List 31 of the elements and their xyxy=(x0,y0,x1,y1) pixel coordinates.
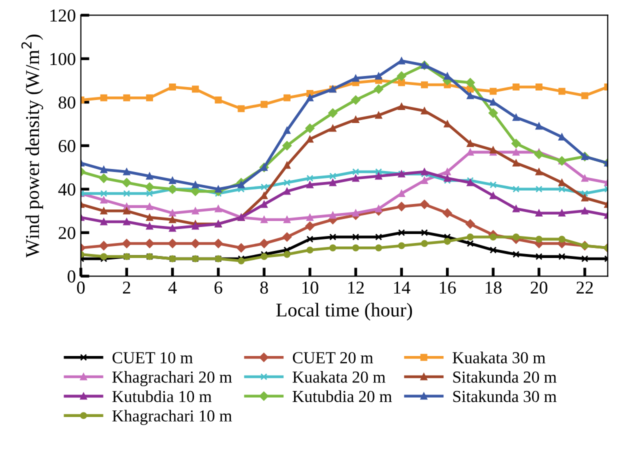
legend-label: Kutubdia 10 m xyxy=(112,390,212,402)
x-tick-label: 2 xyxy=(122,282,130,294)
legend-label: Khagrachari 20 m xyxy=(112,371,232,386)
legend-label: Sitakunda 30 m xyxy=(453,390,557,402)
y-tick-label: 120 xyxy=(50,9,76,22)
x-axis-title: Local time (hour) xyxy=(276,302,412,321)
legend-label: Khagrachari 10 m xyxy=(112,410,232,425)
y-tick-label: 0 xyxy=(68,270,76,283)
x-tick-label: 4 xyxy=(168,282,177,294)
y-tick-label: 100 xyxy=(50,52,76,66)
x-tick-label: 8 xyxy=(260,282,268,294)
x-tick-label: 10 xyxy=(302,282,318,294)
x-tick-label: 16 xyxy=(440,282,456,294)
legend-label: Sitakunda 20 m xyxy=(453,371,557,383)
y-tick-label: 60 xyxy=(58,140,76,152)
x-tick-label: 22 xyxy=(576,282,593,294)
x-tick-label: 14 xyxy=(394,282,410,294)
y-tick-label: 20 xyxy=(58,226,76,240)
legend-label: CUET 10 m xyxy=(112,352,193,364)
y-axis-title: Wind power density (W/m$^{2}$) xyxy=(21,34,44,258)
x-tick-label: 0 xyxy=(77,282,85,294)
x-tick-label: 20 xyxy=(530,282,548,294)
legend-label: Kuakata 30 m xyxy=(452,352,546,364)
legend-label: CUET 20 m xyxy=(292,352,374,364)
y-tick-label: 80 xyxy=(58,96,76,109)
legend-label: Kuakata 20 m xyxy=(292,371,386,383)
x-tick-label: 12 xyxy=(348,282,364,294)
x-tick-label: 6 xyxy=(214,282,222,294)
x-tick-label: 18 xyxy=(486,282,502,294)
y-tick-label: 40 xyxy=(58,183,76,196)
legend-label: Kutubdia 20 m xyxy=(292,390,392,402)
